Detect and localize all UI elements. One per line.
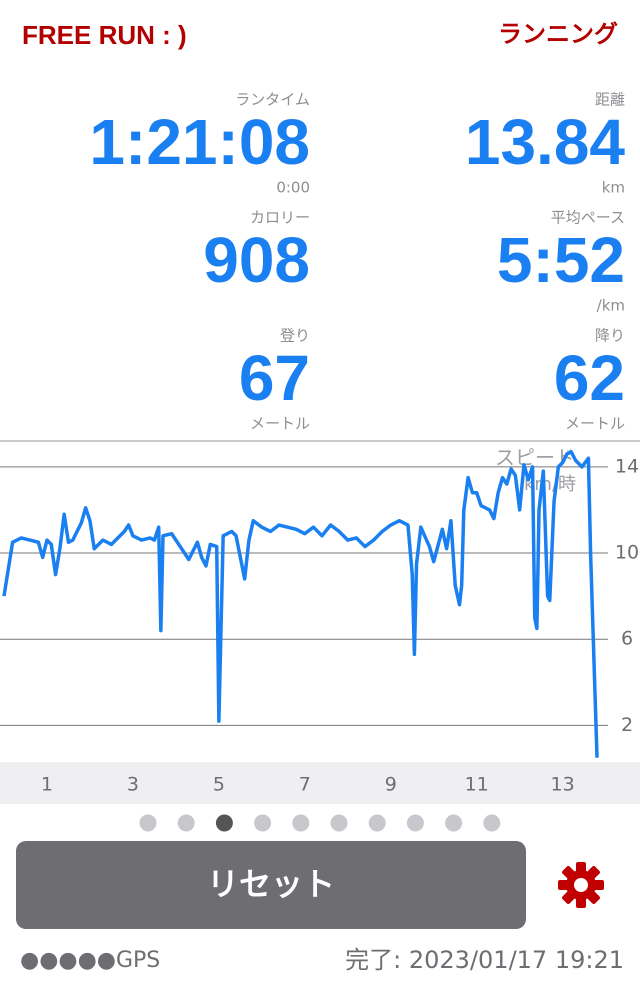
stat-unit: メートル: [250, 415, 310, 433]
page-dot: [330, 814, 348, 832]
y-tick-label: 10: [615, 542, 639, 564]
stat-label: 登り: [280, 327, 310, 345]
speed-line: [2, 450, 599, 758]
gps-status: ●●●●●GPS: [20, 948, 160, 973]
stat-label: カロリー: [250, 209, 310, 227]
page-dot: [292, 814, 310, 832]
page-dot: [215, 814, 233, 832]
x-tick-label: 11: [465, 774, 489, 796]
stat-value: 67: [239, 342, 310, 414]
reset-button[interactable]: [16, 841, 526, 929]
page-dot: [445, 814, 463, 832]
mode: ランニング: [498, 20, 618, 48]
finish-time: 完了: 2023/01/17 19:21: [345, 946, 624, 974]
y-tick-label: 6: [621, 628, 633, 650]
stat-value: 13.84: [465, 106, 626, 178]
page-dot: [483, 814, 501, 832]
page-dot: [254, 814, 272, 832]
x-tick-label: 1: [41, 774, 53, 796]
stat-label: 平均ペース: [551, 209, 625, 227]
stat-label: 距離: [595, 91, 625, 109]
y-tick-label: 2: [621, 714, 633, 736]
x-tick-label: 3: [127, 774, 139, 796]
stat-value: 5:52: [497, 224, 625, 296]
stat-unit: /km: [597, 297, 625, 315]
stat-value: 1:21:08: [89, 106, 310, 178]
stat-label: 降り: [595, 327, 625, 345]
stat-value: 62: [554, 342, 625, 414]
settings-icon[interactable]: [558, 862, 604, 908]
page-dot: [177, 814, 195, 832]
page-dot: [406, 814, 424, 832]
page-dot: [368, 814, 386, 832]
stat-unit: 0:00: [276, 179, 310, 197]
x-tick-label: 5: [213, 774, 225, 796]
stat-label: ランタイム: [235, 91, 310, 109]
y-tick-label: 14: [615, 455, 639, 477]
x-axis-band: [0, 762, 640, 804]
x-tick-label: 13: [551, 774, 575, 796]
stat-value: 908: [203, 224, 310, 296]
page-dot: [139, 814, 157, 832]
chart-title: スピード: [495, 446, 575, 470]
stat-unit: km: [602, 179, 625, 197]
app-title: FREE RUN : ): [22, 20, 187, 50]
y-axis-label: km/時: [524, 474, 576, 495]
reset-label: リセット: [207, 865, 335, 903]
x-tick-label: 7: [299, 774, 311, 796]
x-tick-label: 9: [385, 774, 397, 796]
stat-unit: メートル: [565, 415, 625, 433]
